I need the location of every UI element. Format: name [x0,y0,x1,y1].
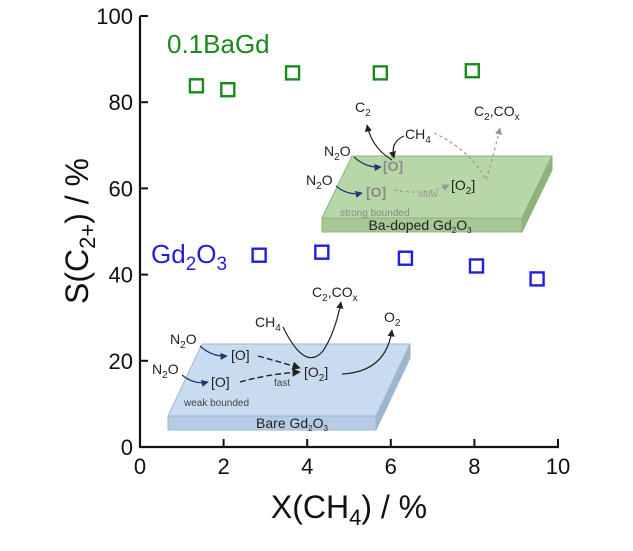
inset-bottom-arrow-n2o-2 [181,374,209,387]
data-point-gd2o3 [397,250,414,266]
inset-bottom-product-2: O2 [384,309,401,329]
y-tick-label: 60 [109,176,133,201]
inset-top-site-1: [O] [383,158,403,174]
data-point-bagd [220,82,236,98]
x-tick-label: 6 [385,454,397,479]
inset-top-bond: strong bounded [340,208,410,219]
y-tick-label: 20 [109,349,133,374]
inset-bottom-arrow-o2 [341,329,395,375]
data-point-gd2o3 [468,258,485,274]
inset-top-site-2: [O] [366,184,386,200]
data-points [188,63,545,287]
inset-top-plate-label: Ba-doped Gd2O3 [368,217,472,235]
inset-bottom-feed: CH4 [255,314,281,334]
inset-bottom-plate-side [375,343,411,431]
inset-top-arrow-n2o-2 [335,185,363,198]
inset-bottom-site-2: [O] [211,374,230,390]
inset-bottom-n2o-2: N2O [152,361,179,381]
inset-top-product-1: C2 [355,99,371,119]
inset-top-n2o-1: N2O [324,143,351,163]
x-tick-label: 0 [134,454,146,479]
data-point-bagd [284,65,301,81]
inset-bottom-arrow-ch4 [282,301,344,359]
data-point-bagd [372,65,389,81]
inset-top: Ba-doped Gd2O3 N2O N2O [O] [O] slow [O2]… [306,99,553,235]
series-label-gd2o3: Gd2O3 [151,239,227,275]
x-axis-title: X(CH4) / % [271,489,427,530]
inset-top-arrow-n2o-1 [353,156,382,172]
inset-bottom-arrow-fast-1 [257,355,301,370]
inset-top-arrow-cox [433,127,503,182]
inset-bottom-n2o-1: N2O [170,331,197,351]
inset-top-rate: slow [418,189,439,200]
x-tick-label: 4 [301,454,313,479]
inset-bottom-rate: fast [274,378,290,389]
inset-bottom-arrow-fast-2 [239,368,301,383]
y-axis-title: S(C2+) / % [59,158,100,304]
inset-top-arrow-c2 [364,124,393,161]
data-point-gd2o3 [529,271,545,287]
y-tick-label: 100 [96,4,133,29]
inset-bottom-bond: weak bounded [183,398,249,409]
data-point-gd2o3 [251,247,267,263]
y-tick-label: 40 [109,263,133,288]
inset-top-feed: CH4 [405,126,431,146]
series-label-bagd: 0.1BaGd [167,29,270,59]
inset-top-plate-side [521,155,553,233]
inset-top-product-2: C2,COx [474,103,520,123]
inset-bottom-arrow-n2o-1 [199,345,228,361]
inset-bottom-product-1: C2,COx [312,284,358,304]
inset-top-arrow-ch4 [388,135,405,159]
x-tick-label: 10 [546,454,570,479]
data-point-bagd [188,78,205,94]
y-tick-label: 0 [121,435,133,460]
y-tick-label: 80 [109,90,133,115]
data-point-gd2o3 [314,244,330,260]
x-tick-label: 8 [468,454,480,479]
inset-top-n2o-2: N2O [306,172,333,192]
inset-bottom: Bare Gd2O3 N2O N2O [O] [O] fast [O2] wea… [152,284,411,433]
x-tick-label: 2 [217,454,229,479]
inset-bottom-site-1: [O] [231,347,250,363]
data-point-bagd [464,63,481,79]
inset-bottom-plate-label: Bare Gd2O3 [256,415,328,433]
